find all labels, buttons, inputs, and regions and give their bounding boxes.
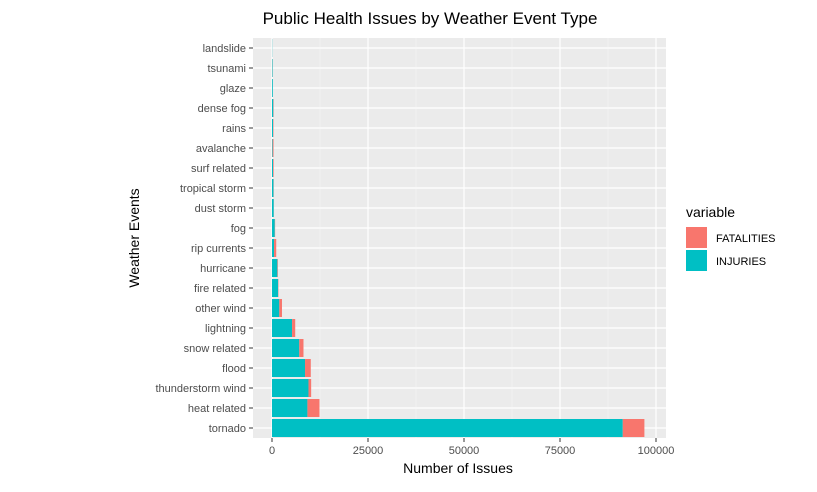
bar-injuries-dense-fog: [272, 99, 274, 117]
grid-lines: [253, 38, 666, 438]
x-tick-label: 75000: [545, 445, 576, 457]
y-axis-title: Weather Events: [126, 188, 142, 287]
bar-fatalities-lightning: [292, 319, 296, 337]
y-tick-label: lightning: [205, 323, 246, 335]
y-tick-label: surf related: [191, 163, 246, 175]
bar-fatalities-snow-related: [299, 339, 304, 357]
x-axis-title: Number of Issues: [403, 460, 513, 476]
legend: variable FATALITIES INJURIES: [686, 204, 776, 271]
bar-injuries-fog: [272, 219, 275, 237]
y-tick-label: tsunami: [207, 63, 246, 75]
bar-fatalities-avalanche: [272, 139, 274, 157]
bar-injuries-rains: [272, 119, 274, 137]
y-tick-label: glaze: [220, 83, 246, 95]
bar-injuries-fire-related: [272, 279, 279, 297]
bar-injuries-heat-related: [272, 399, 308, 417]
bar-fatalities-surf-related: [272, 159, 274, 177]
y-tick-label: tropical storm: [180, 183, 246, 195]
y-tick-label: flood: [222, 363, 246, 375]
y-tick-label: other wind: [195, 303, 246, 315]
bar-injuries-glaze: [272, 79, 273, 97]
legend-key-injuries: [686, 250, 707, 271]
y-tick-label: avalanche: [196, 143, 246, 155]
bar-fatalities-flood: [305, 359, 311, 377]
bars: [272, 39, 645, 437]
x-tick-label: 100000: [638, 445, 675, 457]
y-axis-ticks: tornado heat related thunderstorm wind floo…: [156, 43, 253, 435]
x-axis-ticks: 0 25000 50000 75000 100000: [269, 438, 674, 457]
bar-injuries-snow-related: [272, 339, 300, 357]
x-tick-label: 25000: [353, 445, 384, 457]
bar-injuries-surf-related: [272, 159, 273, 177]
y-tick-label: rains: [222, 123, 246, 135]
y-tick-label: snow related: [184, 343, 246, 355]
chart-title: Public Health Issues by Weather Event Ty…: [263, 9, 598, 28]
y-tick-label: thunderstorm wind: [156, 383, 247, 395]
bar-injuries-other-wind: [272, 299, 280, 317]
bar-fatalities-tornado: [622, 419, 645, 437]
bar-injuries-tornado: [272, 419, 623, 437]
bar-fatalities-thunderstorm-wind: [308, 379, 312, 397]
x-tick-label: 0: [269, 445, 275, 457]
y-tick-label: landslide: [203, 43, 246, 55]
y-tick-label: hurricane: [200, 263, 246, 275]
y-tick-label: rip currents: [191, 243, 247, 255]
bar-injuries-rip-currents: [272, 239, 275, 257]
y-tick-label: fire related: [194, 283, 246, 295]
y-tick-label: dust storm: [195, 203, 246, 215]
legend-key-fatalities: [686, 227, 707, 248]
bar-injuries-avalanche: [272, 139, 273, 157]
y-tick-label: heat related: [188, 403, 246, 415]
plot-panel: [253, 38, 666, 438]
y-tick-label: dense fog: [198, 103, 246, 115]
y-tick-label: fog: [231, 223, 246, 235]
legend-label-injuries: INJURIES: [716, 256, 766, 268]
bar-injuries-tropical-storm: [272, 179, 274, 197]
bar-fatalities-other-wind: [279, 299, 282, 317]
bar-injuries-dust-storm: [272, 199, 274, 217]
bar-injuries-flood: [272, 359, 306, 377]
bar-injuries-hurricane: [272, 259, 278, 277]
legend-title: variable: [686, 204, 735, 220]
bar-fatalities-rip-currents: [274, 239, 277, 257]
y-tick-label: tornado: [209, 423, 246, 435]
x-tick-label: 50000: [449, 445, 480, 457]
legend-label-fatalities: FATALITIES: [716, 233, 776, 245]
bar-injuries-lightning: [272, 319, 293, 337]
bar-fatalities-heat-related: [307, 399, 320, 417]
bar-injuries-thunderstorm-wind: [272, 379, 309, 397]
